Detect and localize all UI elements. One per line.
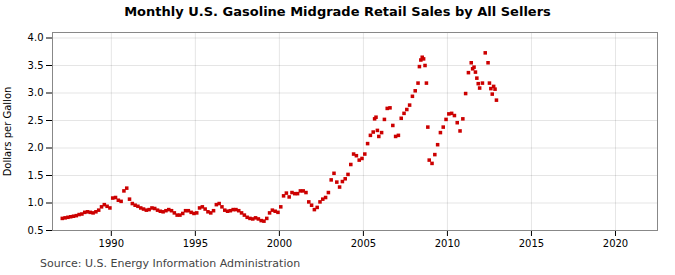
- svg-text:2.5: 2.5: [28, 115, 44, 126]
- svg-text:3.5: 3.5: [28, 60, 44, 71]
- svg-text:1990: 1990: [99, 238, 124, 249]
- svg-text:0.5: 0.5: [28, 225, 44, 236]
- svg-text:2005: 2005: [351, 238, 376, 249]
- svg-text:2000: 2000: [267, 238, 292, 249]
- svg-text:3.0: 3.0: [28, 87, 44, 98]
- svg-text:Dollars per Gallon: Dollars per Gallon: [2, 87, 13, 177]
- html-text:Monthly U.S. Gasoline Midgrade: Monthly U.S. Gasoline Midgrade Retail Sa…: [124, 4, 551, 19]
- svg-text:2.0: 2.0: [28, 142, 44, 153]
- svg-text:1.5: 1.5: [28, 170, 44, 181]
- html-text:Source: U.S. Energy Informatio: Source: U.S. Energy Information Administ…: [40, 257, 301, 270]
- svg-text:2020: 2020: [603, 238, 628, 249]
- svg-text:1.0: 1.0: [28, 197, 44, 208]
- svg-text:2010: 2010: [435, 238, 460, 249]
- svg-text:1995: 1995: [183, 238, 208, 249]
- svg-text:4.0: 4.0: [28, 32, 44, 43]
- svg-text:2015: 2015: [519, 238, 544, 249]
